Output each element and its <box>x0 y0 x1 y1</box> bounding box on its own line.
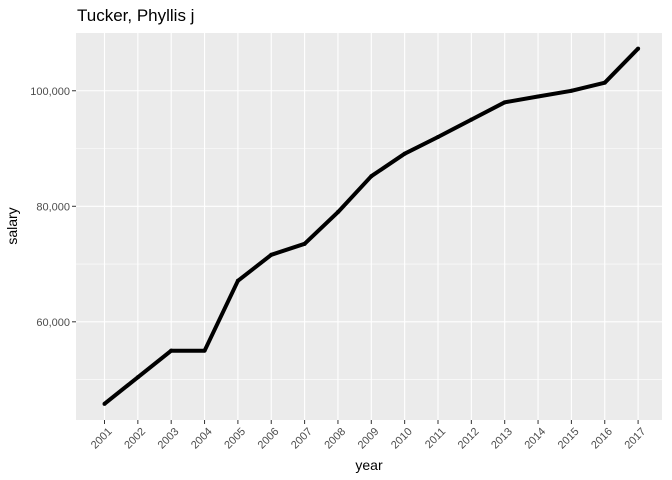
salary-data-point <box>135 375 140 380</box>
x-axis: 2001 2002 2003 2004 2005 2006 2007 2008 2009 2010… <box>89 420 648 452</box>
salary-data-point <box>569 88 574 93</box>
salary-data-point <box>402 151 407 156</box>
y-tick-label: 60,000 <box>36 317 70 329</box>
x-tick-label: 2015 <box>556 426 582 452</box>
x-tick-label: 2009 <box>356 426 382 452</box>
salary-data-point <box>469 117 474 122</box>
x-tick-label: 2003 <box>156 426 182 452</box>
x-tick-label: 2006 <box>256 426 282 452</box>
x-tick-label: 2004 <box>189 426 215 452</box>
salary-data-point <box>302 241 307 246</box>
y-axis-title: salary <box>4 207 20 244</box>
x-tick-label: 2012 <box>456 426 482 452</box>
x-tick-label: 2005 <box>222 426 248 452</box>
x-axis-title: year <box>355 457 383 473</box>
salary-data-point <box>602 80 607 85</box>
x-tick-label: 2017 <box>623 426 649 452</box>
salary-data-point <box>436 134 440 139</box>
salary-data-point <box>502 100 507 105</box>
grid-lines <box>76 33 662 420</box>
salary-data-point <box>269 252 274 257</box>
y-tick-label: 100,000 <box>30 86 70 98</box>
chart-title: Tucker, Phyllis j <box>77 6 194 25</box>
salary-data-point <box>335 210 340 215</box>
x-tick-label: 2014 <box>522 426 548 452</box>
x-tick-label: 2013 <box>489 426 515 452</box>
x-tick-label: 2016 <box>589 426 615 452</box>
x-tick-label: 2001 <box>89 426 115 452</box>
salary-data-point <box>636 46 641 51</box>
salary-data-point <box>536 94 541 99</box>
salary-data-point <box>235 278 240 283</box>
y-axis: 60,000 80,000 100,000 <box>30 86 76 329</box>
x-tick-label: 2007 <box>289 426 315 452</box>
series-layer <box>102 46 641 406</box>
x-tick-label: 2010 <box>389 426 415 452</box>
salary-data-point <box>369 174 374 179</box>
x-tick-label: 2008 <box>322 426 348 452</box>
x-tick-label: 2002 <box>122 426 148 452</box>
salary-data-point <box>102 401 107 406</box>
x-tick-label: 2011 <box>423 426 448 451</box>
salary-data-point <box>202 348 207 353</box>
y-tick-label: 80,000 <box>36 201 70 213</box>
plot-panel <box>76 33 662 420</box>
salary-data-point <box>169 348 174 353</box>
